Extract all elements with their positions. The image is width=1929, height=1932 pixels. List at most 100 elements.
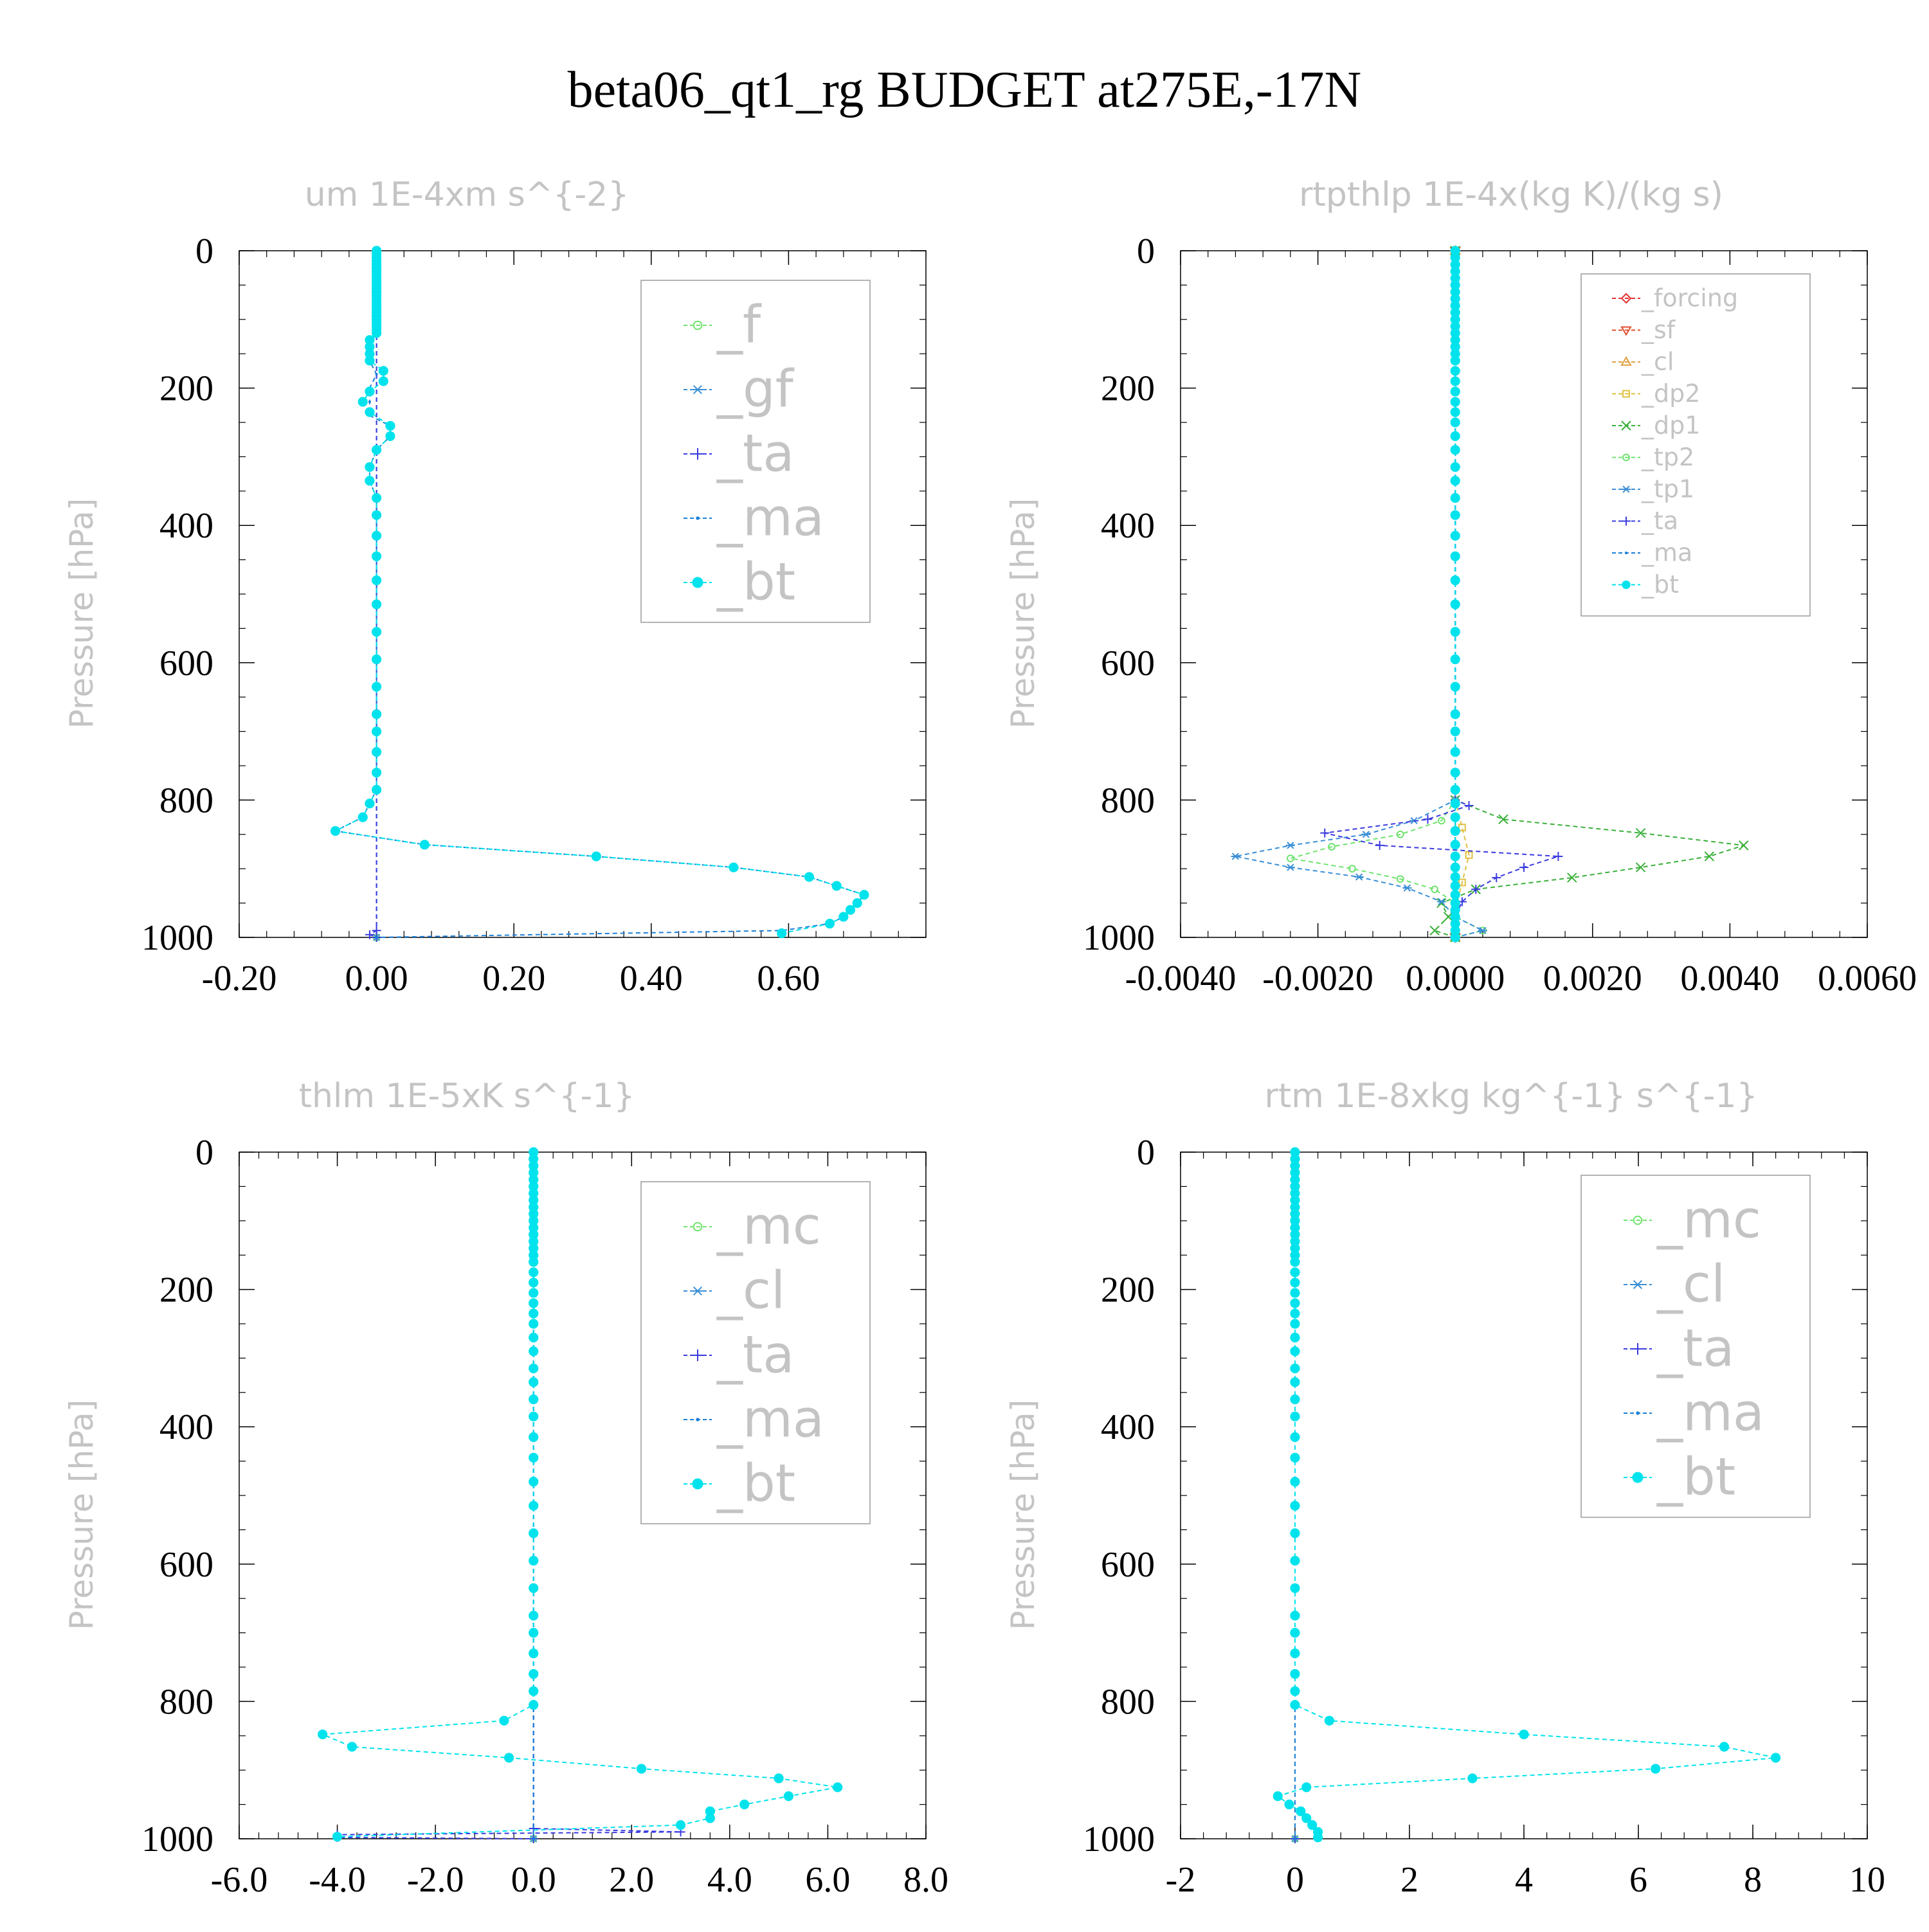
legend-box xyxy=(1580,273,1811,617)
data-point xyxy=(1324,1715,1334,1726)
data-point xyxy=(1290,1222,1300,1233)
legend-label: _dp1 xyxy=(1641,411,1700,440)
data-point xyxy=(1635,862,1646,872)
legend-label: _bt xyxy=(1641,570,1679,599)
data-point xyxy=(1402,884,1412,892)
data-point xyxy=(591,851,601,862)
data-point xyxy=(1290,1181,1300,1191)
data-point xyxy=(1450,492,1460,503)
data-point xyxy=(1450,862,1460,872)
data-point xyxy=(378,376,388,386)
x-tick-label: 0.0040 xyxy=(1680,959,1779,998)
series-line xyxy=(1290,251,1485,938)
data-point xyxy=(1467,1773,1478,1783)
data-point xyxy=(1272,1791,1283,1801)
data-point xyxy=(372,510,382,520)
y-axis-title: Pressure [hPa] xyxy=(63,498,100,729)
data-point xyxy=(1290,1277,1300,1288)
data-point xyxy=(1450,919,1460,929)
data-point xyxy=(1519,863,1528,872)
y-tick-label: 200 xyxy=(159,369,213,409)
data-point xyxy=(529,1669,539,1679)
y-tick-label: 400 xyxy=(159,1407,213,1447)
data-point xyxy=(503,1753,514,1763)
figure-title: beta06_qt1_rg BUDGET at275E,-17N xyxy=(567,62,1362,118)
data-point xyxy=(1635,827,1646,838)
y-tick-label: 1000 xyxy=(1083,918,1155,958)
data-point xyxy=(1290,1528,1300,1539)
x-tick-label: 0.0 xyxy=(511,1860,556,1900)
data-point xyxy=(529,1160,539,1171)
data-point xyxy=(1284,1800,1294,1810)
data-point xyxy=(365,407,375,417)
data-point xyxy=(372,551,382,561)
data-point xyxy=(529,1477,539,1487)
data-point xyxy=(368,400,372,404)
data-point xyxy=(372,747,382,757)
data-point xyxy=(372,682,382,692)
legend-label: _ma xyxy=(1656,1382,1764,1442)
x-tick-label: 4.0 xyxy=(707,1860,752,1900)
y-tick-label: 0 xyxy=(195,231,213,271)
y-tick-label: 600 xyxy=(159,1545,213,1585)
legend-label: _mc xyxy=(716,1196,821,1256)
data-point xyxy=(1450,294,1460,304)
x-tick-label: -2 xyxy=(1166,1860,1196,1900)
data-point xyxy=(1450,510,1460,520)
data-point xyxy=(529,1267,539,1277)
data-point xyxy=(1450,280,1460,290)
data-point xyxy=(1290,1175,1300,1185)
data-point xyxy=(365,386,375,397)
data-point xyxy=(529,1168,539,1178)
data-point xyxy=(1301,1782,1312,1792)
data-point xyxy=(1290,1669,1300,1679)
data-point xyxy=(1450,386,1460,397)
data-point xyxy=(529,1394,539,1405)
y-tick-label: 1000 xyxy=(141,1819,213,1859)
y-tick-label: 0 xyxy=(195,1133,213,1173)
data-point xyxy=(1450,727,1460,737)
legend-marker xyxy=(692,1350,703,1361)
data-point xyxy=(1450,259,1460,269)
data-point xyxy=(729,862,739,872)
data-point xyxy=(372,727,382,737)
data-point xyxy=(529,1411,539,1422)
data-point xyxy=(1290,1501,1300,1511)
series-bt xyxy=(330,246,869,939)
data-point xyxy=(705,1806,715,1816)
data-point xyxy=(1450,784,1460,795)
plot-frame xyxy=(1180,250,1868,938)
data-point xyxy=(529,1147,539,1157)
y-tick-label: 600 xyxy=(1101,1545,1155,1585)
data-point xyxy=(499,1715,509,1726)
legend-marker xyxy=(1620,356,1632,366)
y-tick-label: 200 xyxy=(1101,1270,1155,1310)
y-tick-label: 800 xyxy=(1101,1682,1155,1722)
data-point xyxy=(824,919,835,929)
data-point xyxy=(804,872,815,882)
data-point xyxy=(1443,912,1454,922)
data-point xyxy=(1450,417,1460,428)
data-point xyxy=(705,1813,715,1823)
data-point xyxy=(1478,926,1487,934)
data-point xyxy=(1450,530,1460,541)
data-point xyxy=(1450,840,1460,850)
data-point xyxy=(529,1298,539,1308)
x-tick-label: 6.0 xyxy=(805,1860,850,1900)
data-point xyxy=(1450,348,1460,359)
x-tick-label: -0.0020 xyxy=(1262,959,1373,998)
data-point xyxy=(1450,575,1460,586)
data-point xyxy=(833,1782,843,1792)
data-point xyxy=(372,784,382,795)
data-point xyxy=(1492,873,1501,883)
data-point xyxy=(365,356,375,366)
legend-label: _cl xyxy=(1641,348,1674,376)
data-point xyxy=(1567,872,1577,883)
y-tick-label: 600 xyxy=(159,644,213,683)
data-point xyxy=(1771,1753,1781,1763)
data-point xyxy=(1553,851,1563,861)
data-point xyxy=(1450,881,1460,891)
legend-label: _cl xyxy=(716,1260,785,1320)
legend-label: _bt xyxy=(716,552,795,611)
data-point xyxy=(1450,826,1460,836)
